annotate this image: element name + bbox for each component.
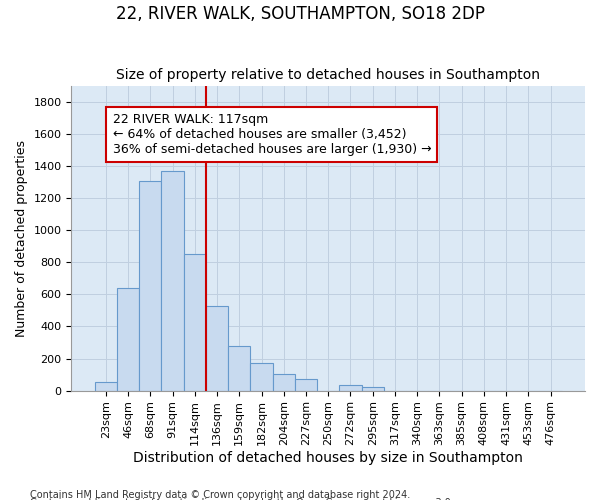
Bar [362,386,384,390]
X-axis label: Distribution of detached houses by size in Southampton: Distribution of detached houses by size … [133,451,523,465]
Bar [250,364,272,390]
Bar [206,306,228,390]
Bar [272,374,295,390]
Bar [161,171,184,390]
Text: 22, RIVER WALK, SOUTHAMPTON, SO18 2DP: 22, RIVER WALK, SOUTHAMPTON, SO18 2DP [115,5,485,23]
Bar [139,182,161,390]
Text: Contains public sector information licensed under the Open Government Licence v3: Contains public sector information licen… [30,498,454,500]
Bar [95,382,117,390]
Text: 22 RIVER WALK: 117sqm
← 64% of detached houses are smaller (3,452)
36% of semi-d: 22 RIVER WALK: 117sqm ← 64% of detached … [113,113,431,156]
Title: Size of property relative to detached houses in Southampton: Size of property relative to detached ho… [116,68,540,82]
Bar [117,288,139,390]
Text: Contains HM Land Registry data © Crown copyright and database right 2024.: Contains HM Land Registry data © Crown c… [30,490,410,500]
Y-axis label: Number of detached properties: Number of detached properties [15,140,28,337]
Bar [228,346,250,391]
Bar [340,385,362,390]
Bar [184,254,206,390]
Bar [295,380,317,390]
